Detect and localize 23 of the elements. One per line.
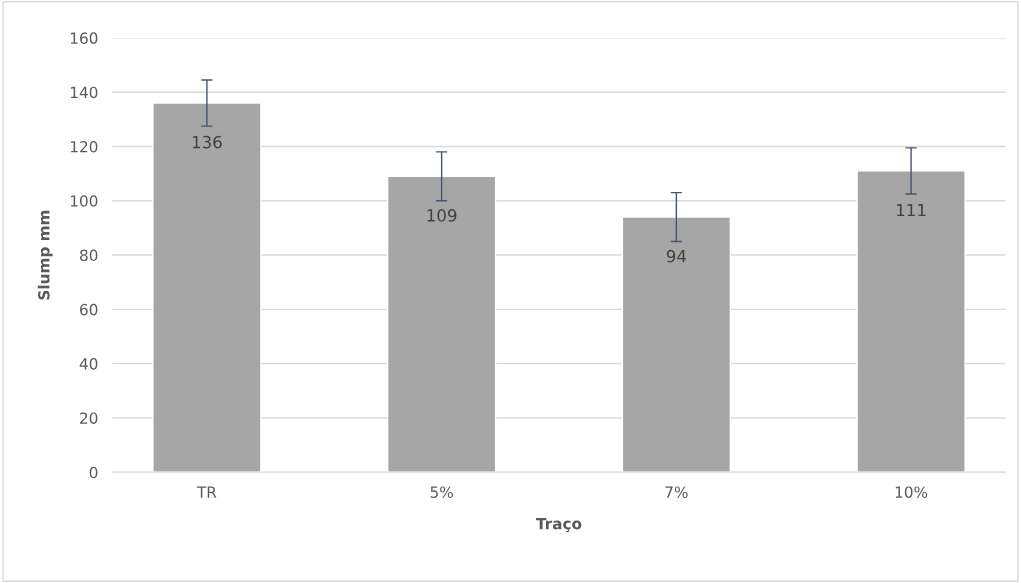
x-tick-label: 10% xyxy=(895,486,928,498)
y-tick-label: 100 xyxy=(70,195,98,207)
bar xyxy=(621,216,732,473)
x-tick-label: TR xyxy=(196,486,217,498)
y-tick-label: 80 xyxy=(80,249,98,262)
data-label: 111 xyxy=(897,203,926,217)
data-label: 94 xyxy=(666,249,687,263)
y-tick-label: 40 xyxy=(79,358,98,370)
bar xyxy=(856,170,966,473)
y-tick-label: 140 xyxy=(70,86,98,99)
bar xyxy=(386,175,497,473)
y-tick-label: 0 xyxy=(89,466,98,479)
x-tick-label: 7% xyxy=(665,486,688,498)
y-tick-label: 20 xyxy=(80,412,98,424)
data-label: 109 xyxy=(427,209,457,222)
y-tick-label: 160 xyxy=(70,32,98,44)
data-label: 136 xyxy=(192,135,222,149)
y-tick-label: 60 xyxy=(80,303,98,316)
y-axis-title: Slump mm xyxy=(37,210,53,300)
bar xyxy=(152,102,262,473)
y-tick-label: 120 xyxy=(70,140,98,153)
x-tick-label: 5% xyxy=(430,486,453,498)
x-axis-title: Traço xyxy=(536,518,582,533)
